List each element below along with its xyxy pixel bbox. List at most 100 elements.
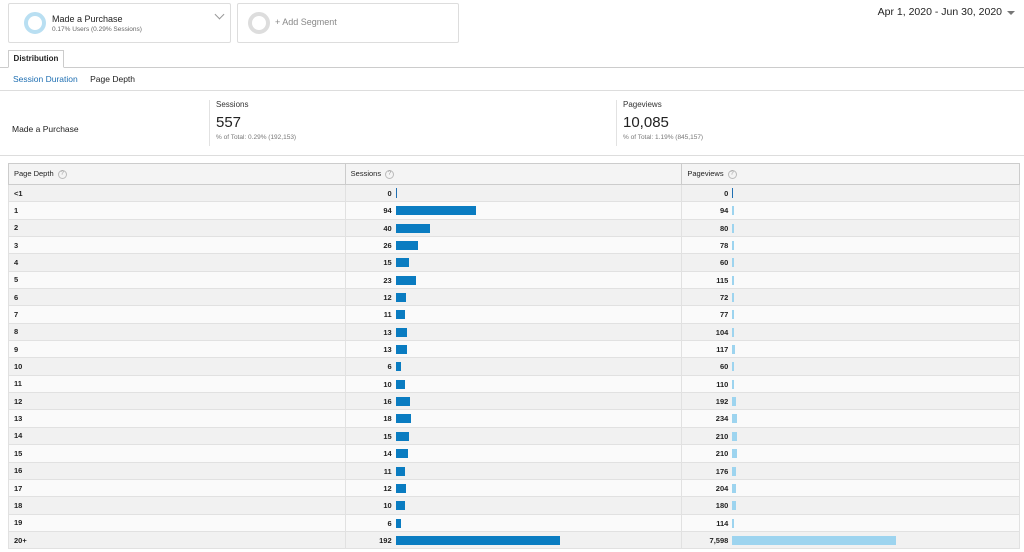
pageviews-cell: 78	[681, 236, 1020, 255]
help-icon[interactable]: ?	[385, 169, 395, 179]
header-pageviews[interactable]: Pageviews?	[681, 163, 1020, 185]
sessions-bar	[395, 258, 409, 268]
sessions-cell: 10	[344, 496, 683, 515]
sessions-bar	[395, 206, 476, 216]
table-row: 1 94 94	[8, 201, 1020, 220]
sessions-cell: 18	[344, 409, 683, 428]
sessions-bar	[395, 414, 411, 424]
pageviews-value: 0	[724, 189, 729, 198]
page-depth-cell: 7	[8, 305, 346, 324]
sessions-bar	[395, 241, 418, 251]
page-depth-cell: 6	[8, 288, 346, 307]
pageviews-cell: 234	[681, 409, 1020, 428]
sessions-value: 16	[383, 397, 392, 407]
pageviews-cell: 110	[681, 374, 1020, 394]
table-row: 2 40 80	[8, 218, 1020, 238]
sessions-value: 0	[387, 189, 392, 198]
pageviews-value: 94	[719, 206, 729, 216]
table-row: 16 11 176	[8, 461, 1020, 480]
table-row: 13 18 234	[8, 409, 1020, 428]
page-depth-cell: 10	[8, 357, 346, 376]
pageviews-bar	[732, 293, 735, 303]
sessions-cell: 11	[344, 461, 683, 480]
sessions-value: 26	[383, 241, 392, 251]
sessions-bar	[395, 518, 401, 528]
pageviews-bar	[732, 518, 735, 528]
metric-percent-of-total: % of Total: 1.19% (845,157)	[623, 134, 704, 141]
sessions-cell: 40	[344, 218, 683, 238]
tab-divider	[0, 67, 1024, 68]
sessions-cell: 10	[344, 374, 683, 394]
tab-distribution[interactable]: Distribution	[8, 50, 64, 68]
chevron-down-icon[interactable]	[214, 9, 225, 20]
metric-label: Sessions	[216, 100, 249, 109]
pageviews-bar	[732, 379, 735, 389]
page-depth-cell: 12	[8, 392, 346, 411]
sessions-bar	[395, 310, 405, 320]
segment-title: Made a Purchase	[52, 14, 123, 24]
metric-value: 557	[216, 114, 242, 131]
table-row: 7 11 77	[8, 305, 1020, 324]
sessions-bar	[395, 362, 401, 372]
pageviews-cell: 60	[681, 357, 1020, 376]
sessions-bar	[395, 275, 416, 285]
page-depth-cell: 11	[8, 374, 346, 394]
page-depth-cell: 9	[8, 340, 346, 359]
pageviews-bar	[732, 449, 738, 459]
pageviews-cell: 210	[681, 444, 1020, 463]
divider	[0, 155, 1024, 156]
page-depth-cell: 1	[8, 201, 346, 220]
sessions-cell: 16	[344, 392, 683, 411]
table-row: 3 26 78	[8, 236, 1020, 255]
pageviews-cell: 176	[681, 461, 1020, 480]
header-page-depth[interactable]: Page Depth?	[8, 163, 346, 185]
sessions-bar	[395, 397, 410, 407]
table-row: 10 6 60	[8, 357, 1020, 376]
pageviews-bar	[732, 275, 735, 285]
summary-segment-name: Made a Purchase	[12, 124, 79, 134]
pageviews-cell: 192	[681, 392, 1020, 411]
pageviews-bar	[732, 501, 737, 511]
sessions-value: 10	[383, 379, 392, 389]
subtab-session-duration[interactable]: Session Duration	[13, 74, 78, 84]
add-segment-button[interactable]: + Add Segment	[237, 3, 459, 43]
page-depth-cell: 15	[8, 444, 346, 463]
pageviews-value: 176	[715, 466, 729, 476]
distribution-table: Page Depth? Sessions? Pageviews? <1 0 0 1 94…	[8, 163, 1020, 550]
segment-card-made-a-purchase[interactable]: Made a Purchase 0.17% Users (0.29% Sessi…	[8, 3, 231, 43]
table-row: 14 15 210	[8, 426, 1020, 446]
sessions-cell: 192	[344, 530, 683, 550]
pageviews-bar	[732, 466, 737, 476]
sessions-cell: 15	[344, 253, 683, 272]
header-sessions[interactable]: Sessions?	[344, 163, 683, 185]
help-icon[interactable]: ?	[727, 169, 737, 179]
sessions-value: 6	[387, 518, 392, 528]
pageviews-cell: 210	[681, 426, 1020, 446]
help-icon[interactable]: ?	[57, 169, 67, 179]
sessions-cell: 94	[344, 201, 683, 220]
table-row: 5 23 115	[8, 270, 1020, 290]
segment-subtitle: 0.17% Users (0.29% Sessions)	[52, 26, 142, 33]
pageviews-bar	[732, 206, 735, 216]
sessions-bar	[395, 449, 408, 459]
caret-down-icon[interactable]	[1007, 11, 1015, 15]
pageviews-value: 77	[719, 310, 729, 320]
table-row: <1 0 0	[8, 183, 1020, 203]
sessions-bar	[395, 431, 409, 441]
date-range-picker[interactable]: Apr 1, 2020 - Jun 30, 2020	[877, 6, 1002, 18]
page-depth-cell: 14	[8, 426, 346, 446]
pageviews-bar	[732, 310, 735, 320]
subtab-page-depth[interactable]: Page Depth	[90, 74, 136, 84]
sessions-cell: 6	[344, 513, 683, 532]
pageviews-value: 192	[715, 397, 729, 407]
pageviews-cell: 204	[681, 478, 1020, 498]
sessions-bar	[395, 535, 560, 545]
page-depth-cell: 4	[8, 253, 346, 272]
sessions-bar	[395, 327, 407, 337]
pageviews-bar	[732, 483, 737, 493]
sessions-value: 18	[383, 414, 392, 424]
sessions-value: 15	[383, 431, 392, 441]
pageviews-bar	[732, 188, 734, 198]
pageviews-value: 115	[716, 275, 729, 285]
sessions-bar	[395, 483, 406, 493]
